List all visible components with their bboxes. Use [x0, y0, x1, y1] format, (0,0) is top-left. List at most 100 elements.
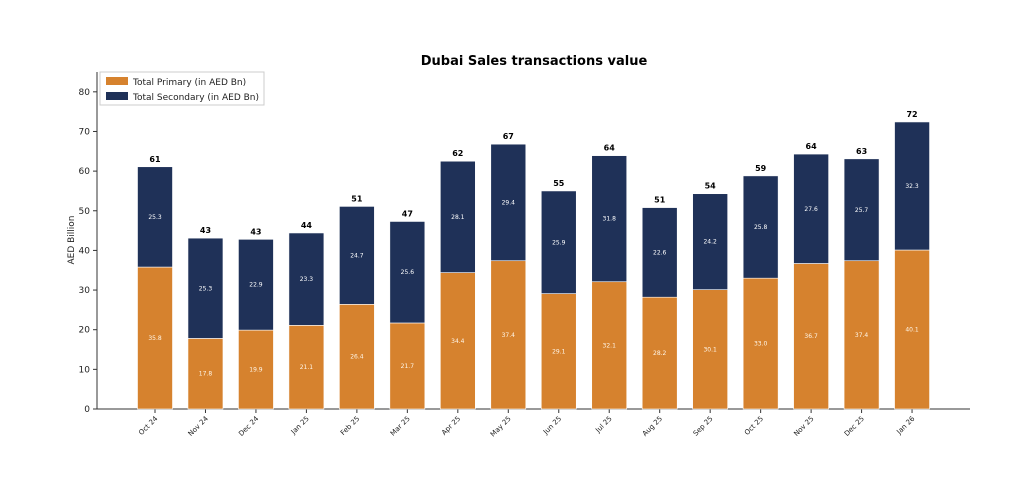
primary-value-label: 29.1 — [552, 348, 566, 355]
secondary-value-label: 32.3 — [905, 183, 919, 190]
bar-secondary — [742, 175, 779, 279]
total-value-label: 72 — [906, 110, 917, 119]
primary-value-label: 17.8 — [199, 371, 213, 378]
bar-primary — [490, 260, 527, 410]
secondary-value-label: 24.7 — [350, 252, 364, 259]
bar-secondary — [238, 239, 274, 331]
bars: 35.8 25.3 61 17.8 25.3 43 19.9 22.9 43 21.1 23.3 44… — [137, 110, 930, 410]
secondary-value-label: 31.8 — [603, 216, 617, 223]
primary-value-label: 32.1 — [603, 342, 617, 349]
y-tick-label: 20 — [79, 326, 91, 336]
bar-primary — [843, 260, 880, 410]
secondary-value-label: 25.6 — [401, 269, 415, 276]
total-value-label: 64 — [806, 142, 818, 151]
legend-swatch-primary — [106, 77, 128, 85]
bar-secondary — [540, 190, 577, 294]
bar-primary — [894, 249, 930, 410]
secondary-value-label: 22.9 — [249, 282, 263, 289]
x-tick-label: Aug 25 — [641, 415, 664, 438]
legend-label-primary: Total Primary (in AED Bn) — [132, 78, 246, 88]
secondary-value-label: 27.6 — [804, 206, 818, 213]
legend-swatch-secondary — [106, 92, 128, 100]
x-tick-label: Mar 25 — [389, 415, 412, 438]
total-value-label: 61 — [149, 155, 161, 164]
primary-value-label: 26.4 — [350, 354, 364, 361]
bar-secondary — [793, 153, 829, 264]
bar-primary — [137, 266, 173, 410]
total-value-label: 55 — [553, 179, 565, 188]
bar-primary — [692, 289, 728, 410]
bar-primary — [389, 322, 426, 410]
bar-primary — [540, 293, 577, 410]
x-tick-label: Feb 25 — [339, 415, 361, 437]
x-tick-label: Nov 25 — [792, 415, 815, 438]
x-tick-label: Apr 25 — [440, 415, 462, 437]
chart-title: Dubai Sales transactions value — [421, 54, 648, 69]
total-value-label: 51 — [351, 194, 363, 203]
secondary-value-label: 25.3 — [199, 285, 213, 292]
x-tick-label: Jul 25 — [593, 415, 613, 435]
primary-value-label: 35.8 — [148, 335, 162, 342]
bar-primary — [238, 329, 274, 410]
bar-secondary — [843, 158, 880, 262]
primary-value-label: 37.4 — [502, 332, 516, 339]
secondary-value-label: 25.7 — [855, 207, 869, 214]
bar-secondary — [339, 206, 375, 305]
bar-primary — [742, 277, 779, 410]
y-axis-label: AED Billion — [67, 215, 77, 264]
y-tick-label: 10 — [79, 365, 91, 375]
bar-secondary — [288, 232, 325, 326]
primary-value-label: 21.1 — [300, 364, 314, 371]
bar-secondary — [591, 155, 628, 283]
primary-value-label: 37.4 — [855, 332, 869, 339]
bar-secondary — [692, 193, 728, 290]
x-tick-label: Dec 24 — [237, 414, 260, 437]
bar-secondary — [641, 207, 678, 298]
y-tick-label: 60 — [79, 167, 91, 177]
secondary-value-label: 29.4 — [502, 199, 516, 206]
secondary-value-label: 23.3 — [300, 276, 314, 283]
primary-value-label: 21.7 — [401, 363, 415, 370]
x-tick-label: Dec 25 — [843, 415, 866, 438]
primary-value-label: 33.0 — [754, 341, 768, 348]
primary-value-label: 40.1 — [905, 327, 919, 334]
bar-secondary — [894, 121, 930, 251]
bar-secondary — [187, 237, 224, 339]
bar-secondary — [137, 166, 173, 268]
total-value-label: 63 — [856, 147, 867, 156]
y-tick-label: 40 — [79, 246, 91, 256]
secondary-value-label: 25.9 — [552, 239, 566, 246]
total-value-label: 67 — [503, 132, 514, 141]
total-value-label: 59 — [755, 164, 767, 173]
x-tick-label: Nov 24 — [187, 414, 211, 438]
x-tick-label: Oct 24 — [137, 414, 159, 436]
bar-secondary — [490, 143, 527, 262]
total-value-label: 43 — [200, 226, 211, 235]
legend: Total Primary (in AED Bn) Total Secondar… — [99, 71, 265, 106]
total-value-label: 47 — [402, 209, 413, 218]
primary-value-label: 36.7 — [804, 333, 818, 340]
x-tick-label: Oct 25 — [743, 415, 765, 437]
secondary-value-label: 22.6 — [653, 249, 667, 256]
total-value-label: 44 — [301, 221, 313, 230]
primary-value-label: 30.1 — [703, 346, 717, 353]
bar-primary — [641, 296, 678, 410]
bar-primary — [339, 304, 375, 410]
y-tick-label: 30 — [79, 286, 91, 296]
bar-secondary — [389, 221, 426, 324]
y-tick-label: 50 — [79, 207, 91, 217]
primary-value-label: 28.2 — [653, 350, 667, 357]
legend-label-secondary: Total Secondary (in AED Bn) — [132, 93, 259, 103]
secondary-value-label: 28.1 — [451, 214, 465, 221]
primary-value-label: 19.9 — [249, 367, 263, 374]
x-tick-label: Jan 25 — [289, 415, 311, 437]
y-tick-label: 0 — [84, 405, 90, 415]
bar-primary — [288, 325, 325, 410]
y-tick-label: 80 — [79, 88, 91, 98]
total-value-label: 43 — [250, 227, 261, 236]
secondary-value-label: 25.3 — [148, 214, 162, 221]
total-value-label: 54 — [705, 182, 717, 191]
bar-primary — [591, 281, 628, 410]
bar-primary — [440, 272, 476, 410]
